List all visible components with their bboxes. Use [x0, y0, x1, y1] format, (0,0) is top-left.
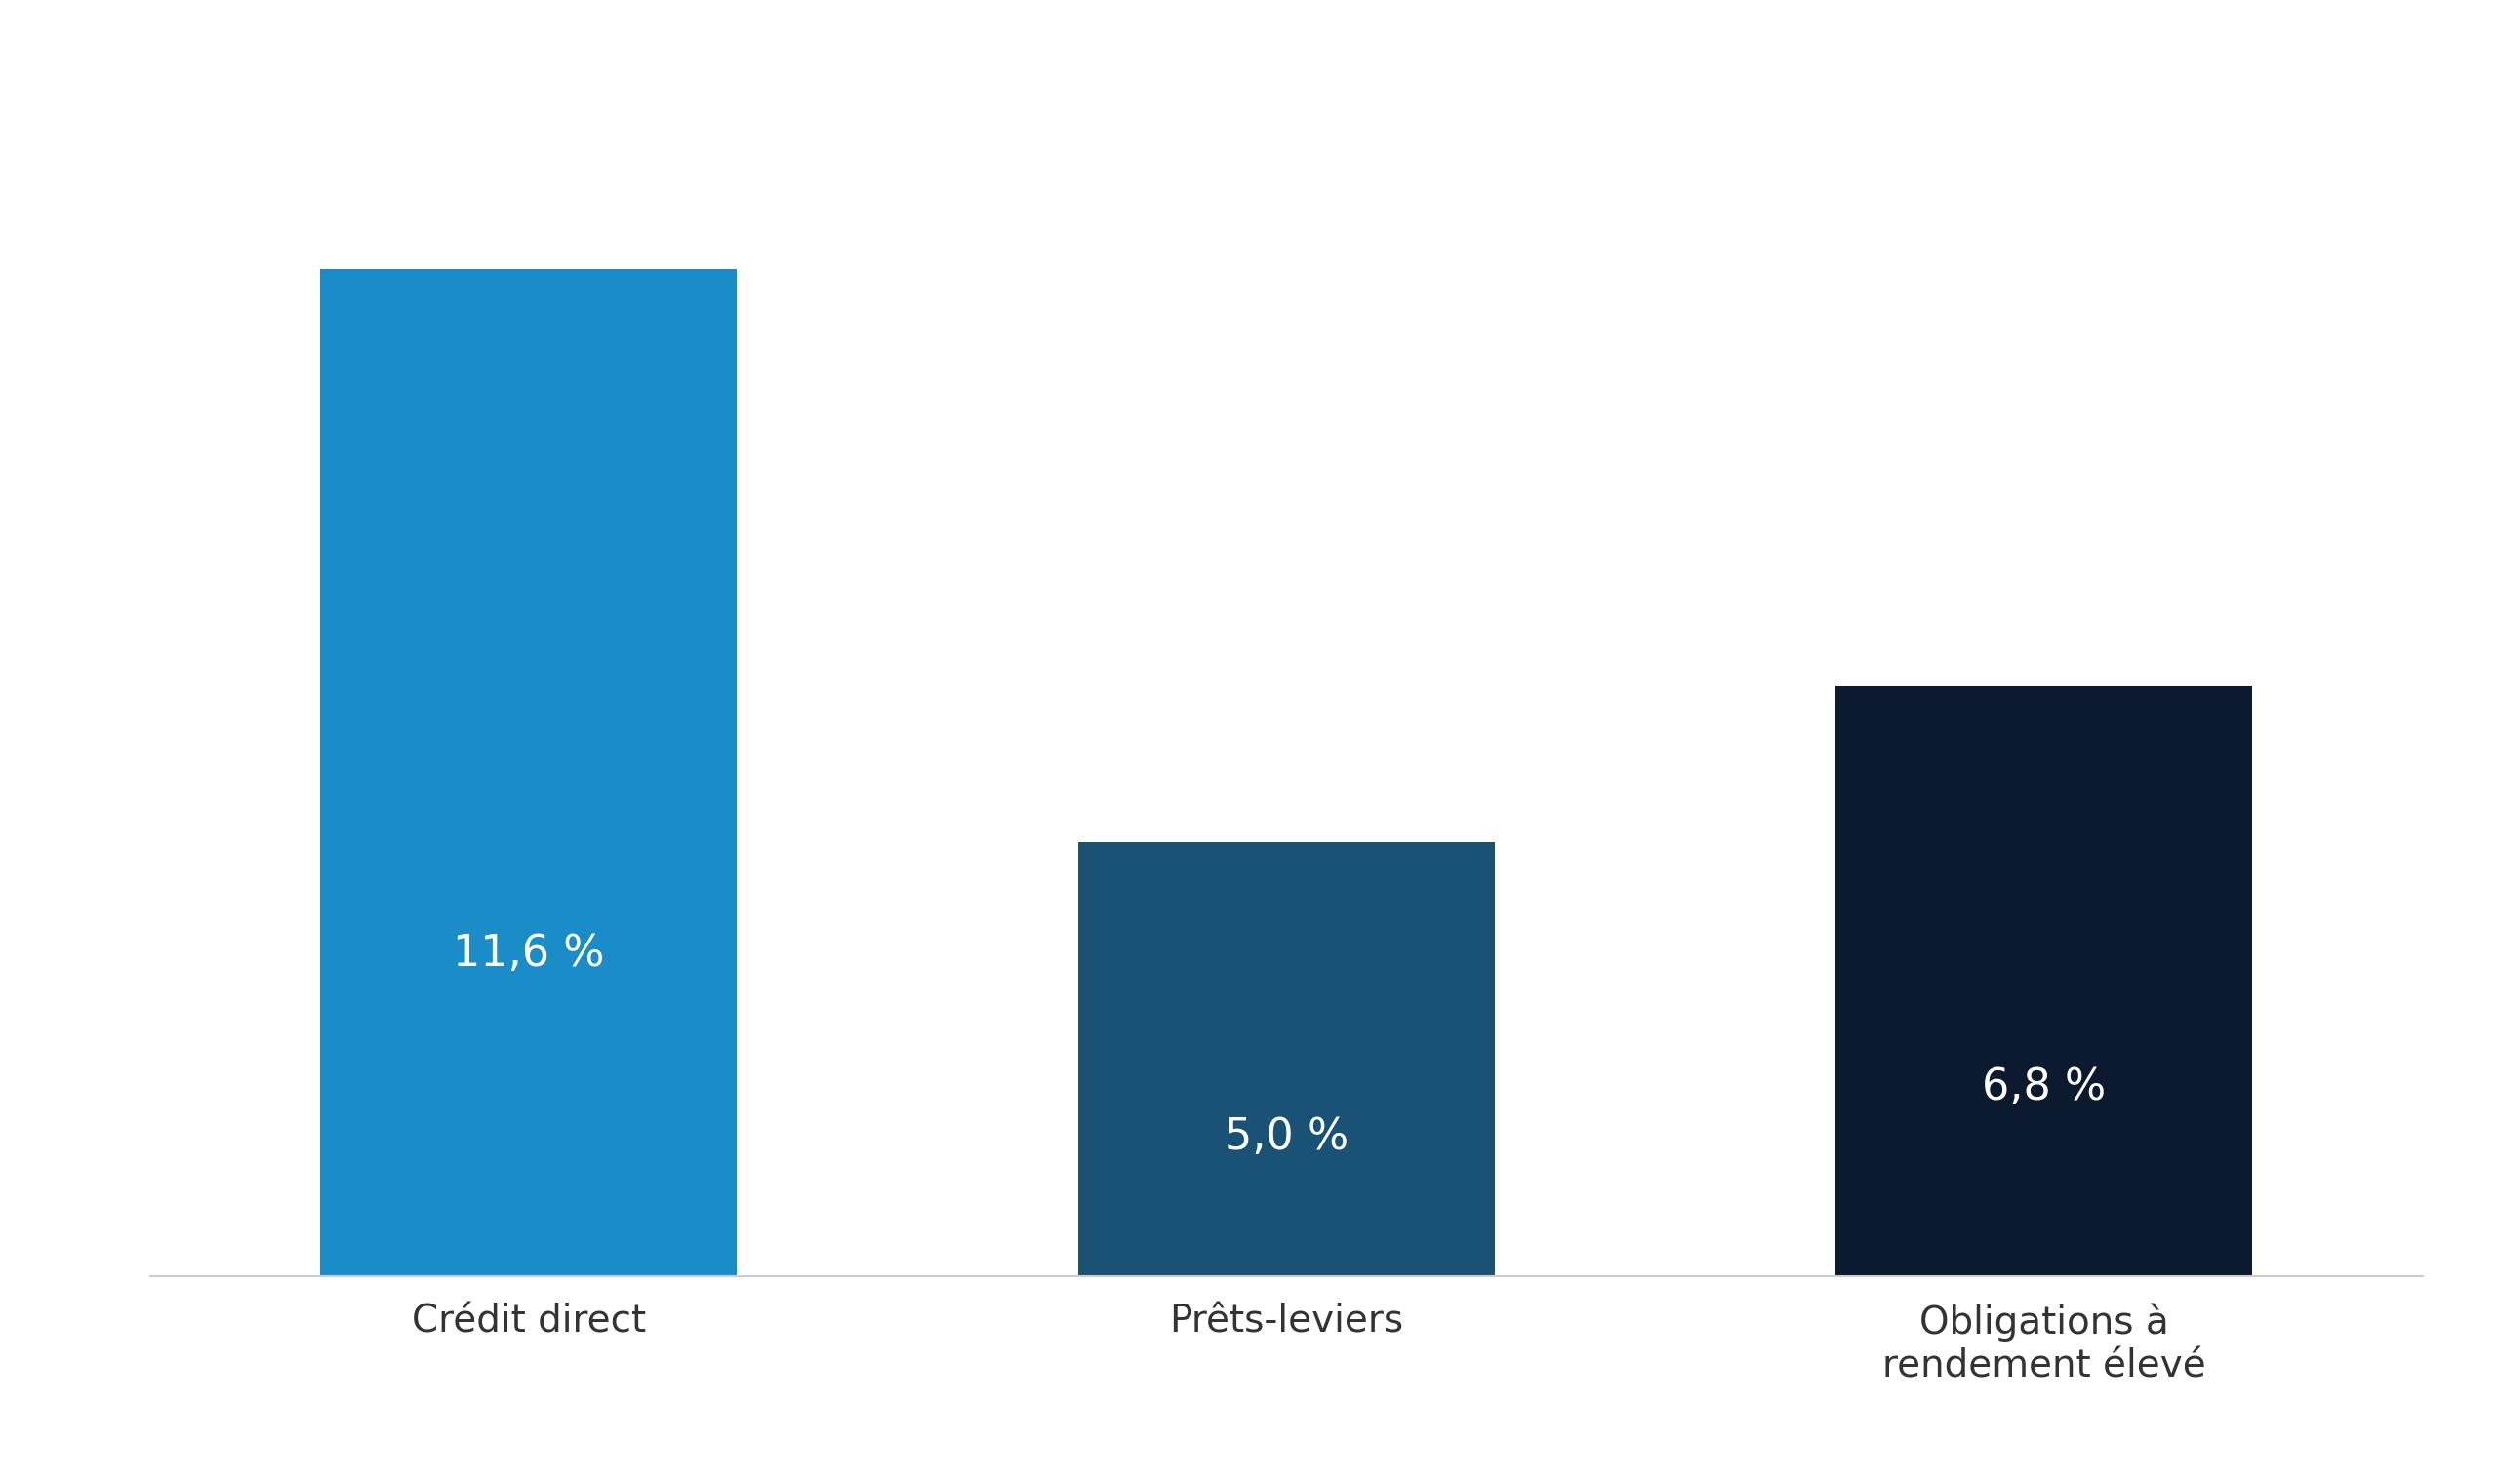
Text: 5,0 %: 5,0 % [1224, 1116, 1349, 1159]
Bar [1079, 841, 1494, 1276]
Bar [1836, 686, 2253, 1276]
Bar [320, 269, 737, 1276]
Text: 11,6 %: 11,6 % [452, 933, 605, 975]
Text: 6,8 %: 6,8 % [1981, 1067, 2106, 1109]
